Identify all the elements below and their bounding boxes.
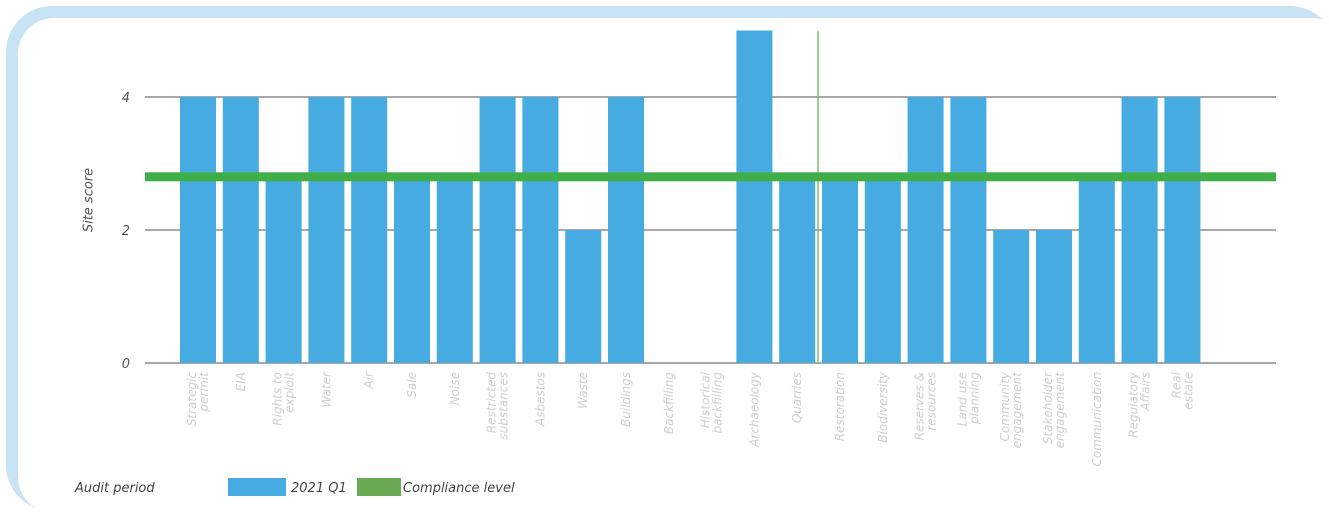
legend-swatch-bar <box>228 478 286 496</box>
x-tick-label: Restrictedsubstances <box>485 372 511 440</box>
legend-label-compliance: Compliance level <box>403 481 515 496</box>
legend-title: Audit period <box>75 481 155 496</box>
svg-text:Asbestos: Asbestos <box>533 372 547 427</box>
y-tick-label: 4 <box>122 91 130 106</box>
x-tick-label: RegulatoryAffairs <box>1127 371 1153 438</box>
svg-text:Biodiversity: Biodiversity <box>876 371 890 443</box>
bar <box>565 230 602 363</box>
svg-text:Backfilling: Backfilling <box>662 372 676 434</box>
svg-text:Water: Water <box>319 371 333 408</box>
bar <box>1036 230 1072 363</box>
x-tick-label: Asbestos <box>533 372 547 427</box>
svg-text:Archaeology: Archaeology <box>747 371 761 448</box>
y-tick-label: 0 <box>122 357 130 372</box>
y-axis-title: Site score <box>81 167 97 233</box>
svg-text:EIA: EIA <box>234 372 248 391</box>
x-tick-label: Sale <box>405 372 419 398</box>
bar <box>394 180 430 363</box>
bar <box>779 180 816 363</box>
x-tick-label: Noise <box>448 372 462 405</box>
svg-text:Stakeholderengagement: Stakeholderengagement <box>1041 371 1067 449</box>
bar <box>736 30 773 363</box>
bar <box>864 180 901 363</box>
bar <box>308 97 345 363</box>
bar <box>436 180 473 363</box>
x-tick-label: Stakeholderengagement <box>1041 371 1067 449</box>
svg-text:Strategicpermit: Strategicpermit <box>185 371 211 427</box>
svg-text:Communityengagement: Communityengagement <box>998 371 1024 449</box>
bar <box>351 97 388 363</box>
bar <box>993 230 1030 363</box>
bar <box>907 97 944 363</box>
y-tick-label: 2 <box>122 224 130 239</box>
bar <box>950 97 987 363</box>
svg-text:Restrictedsubstances: Restrictedsubstances <box>485 372 511 440</box>
svg-text:Buildings: Buildings <box>619 372 633 427</box>
x-tick-label: Biodiversity <box>876 371 890 443</box>
bar <box>522 97 559 363</box>
x-tick-label: Realestate <box>1169 371 1195 409</box>
svg-text:Realestate: Realestate <box>1169 371 1195 409</box>
x-tick-label: Buildings <box>619 372 633 427</box>
bar <box>608 97 644 363</box>
x-tick-label: Strategicpermit <box>185 371 211 427</box>
legend-label-series: 2021 Q1 <box>291 481 347 496</box>
x-tick-label: Restoration <box>833 372 847 441</box>
x-tick-label: Air <box>362 371 376 390</box>
bar <box>822 180 858 363</box>
svg-text:Communication: Communication <box>1090 372 1104 467</box>
svg-text:Reserves &resources: Reserves &resources <box>913 372 939 440</box>
x-tick-label: Archaeology <box>747 371 761 448</box>
x-tick-label: Communication <box>1090 372 1104 467</box>
svg-text:Noise: Noise <box>448 372 462 405</box>
x-tick-label: Reserves &resources <box>913 372 939 440</box>
svg-text:RegulatoryAffairs: RegulatoryAffairs <box>1127 371 1153 438</box>
svg-text:Rights toexploit: Rights toexploit <box>271 371 297 426</box>
svg-text:Land useplanning: Land useplanning <box>955 372 981 427</box>
bar <box>180 97 216 363</box>
svg-text:Restoration: Restoration <box>833 372 847 441</box>
svg-text:Air: Air <box>362 371 376 390</box>
x-tick-label: Communityengagement <box>998 371 1024 449</box>
bar <box>1121 97 1158 363</box>
bar <box>479 97 516 363</box>
x-tick-label: Rights toexploit <box>271 371 297 426</box>
bar <box>265 180 302 363</box>
compliance-line <box>145 172 1276 182</box>
x-tick-label: EIA <box>234 372 248 391</box>
svg-text:Quarries: Quarries <box>790 372 804 423</box>
x-tick-label: Water <box>319 371 333 408</box>
svg-text:Sale: Sale <box>405 372 419 398</box>
x-tick-label: Waste <box>576 372 590 409</box>
bar <box>222 97 259 363</box>
bar <box>1078 180 1115 363</box>
x-tick-label: Quarries <box>790 372 804 423</box>
svg-text:Historicalbackfilling: Historicalbackfilling <box>699 371 725 433</box>
legend-swatch-compliance <box>357 478 401 496</box>
x-tick-label: Backfilling <box>662 372 676 434</box>
x-tick-label: Historicalbackfilling <box>699 371 725 433</box>
svg-text:Waste: Waste <box>576 372 590 409</box>
bar <box>1164 97 1201 363</box>
x-tick-label: Land useplanning <box>955 372 981 427</box>
